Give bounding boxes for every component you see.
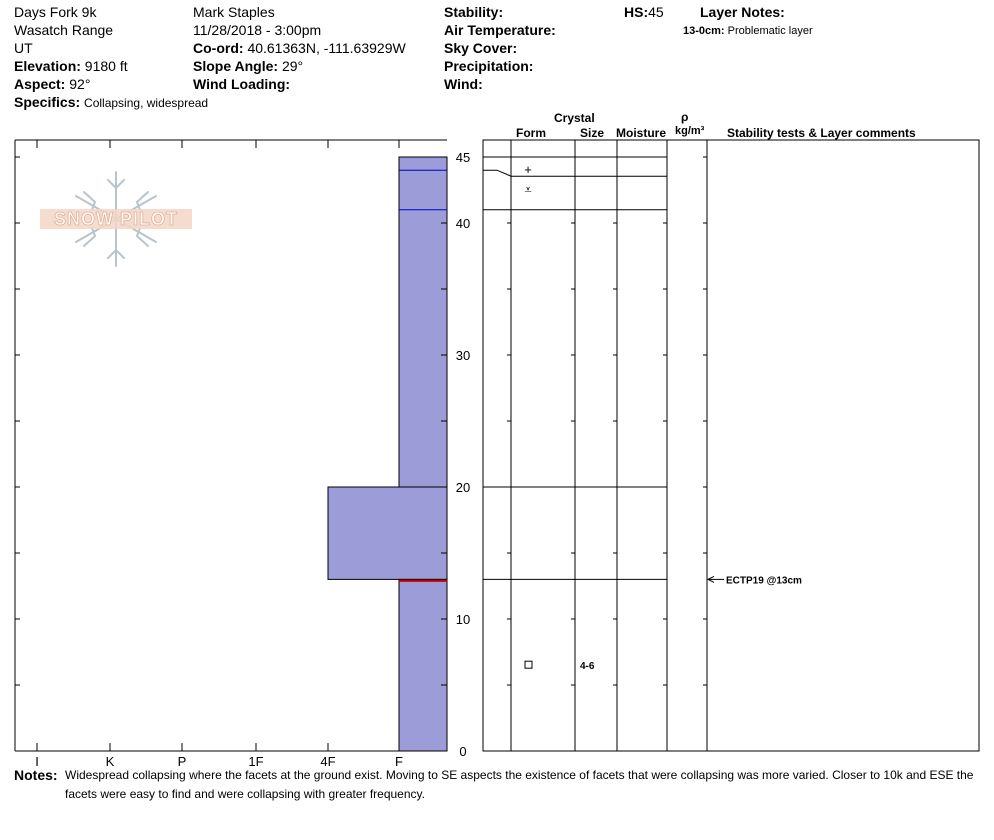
hardness-label-4: 4F [320,754,335,769]
hardness-label-5: F [395,754,403,769]
hardness-layer-0 [398,156,448,488]
crystal-form-1: ⩡ [524,182,531,197]
coordinates: Co-ord: 40.61363N, -111.63929W [193,40,406,56]
elevation: Elevation: 9180 ft [14,58,128,74]
slope-angle: Slope Angle: 29° [193,58,304,74]
observer-name: Mark Staples [193,4,275,20]
observation-datetime: 11/28/2018 - 3:00pm [193,22,322,38]
crystal-size-2: 4-6 [580,661,595,672]
state: UT [14,40,33,56]
moisture-header: Moisture [616,126,667,140]
hardness-layer-1 [327,486,448,580]
precipitation-label: Precipitation: [444,58,534,74]
crystal-header: Crystal [554,111,595,125]
hardness-label-3: 1F [248,754,263,769]
aspect: Aspect: 92° [14,76,91,92]
hardness-layer-2 [398,578,448,752]
sky-cover-label: Sky Cover: [444,40,518,56]
density-symbol: ρ [681,110,689,124]
specifics: Specifics: Collapsing, widespread [14,94,209,110]
stability-label: Stability: [444,4,504,20]
notes: Notes: Widespread collapsing where the f… [14,766,990,801]
size-header: Size [580,126,605,140]
hardness-label-0: I [35,754,39,769]
mountain-range: Wasatch Range [14,22,114,38]
density-unit: kg/m³ [675,125,705,137]
hardness-label-1: K [106,754,115,769]
wind-loading: Wind Loading: [193,76,291,92]
depth-label-30: 30 [456,348,470,363]
depth-label-10: 10 [456,612,470,627]
hardness-label-2: P [178,754,187,769]
wind-label: Wind: [444,76,483,92]
layer-note: 13-0cm: Problematic layer [683,25,813,37]
test-arrow-head-0 [706,575,715,583]
air-temperature-label: Air Temperature: [444,22,556,38]
snow-height: HS:45 [624,4,664,20]
location-name: Days Fork 9k [14,4,97,20]
depth-label-0: 0 [459,744,466,759]
svg-text:SNOW PILOT: SNOW PILOT [54,209,178,229]
snowpilot-logo: SNOW PILOT [40,171,192,267]
depth-label-45: 45 [456,150,470,165]
snow-profile-chart: SNOW PILOT I K P 1F 4F F 0 10 20 30 40 45 + ⩡ 4-6 ECTP… [14,139,980,769]
stability-tests-header: Stability tests & Layer comments [727,126,916,140]
notes-label: Notes: [14,767,58,783]
layer-table-frame [482,139,980,752]
crystal-form-0: + [524,162,532,177]
stability-test-0: ECTP19 @13cm [726,575,802,586]
depth-label-20: 20 [456,480,470,495]
crystal-form-2 [524,660,533,669]
notes-text: Widespread collapsing where the facets a… [65,768,974,801]
table-boundary-1 [483,169,667,177]
form-header: Form [516,126,546,140]
depth-label-40: 40 [456,216,470,231]
layer-notes-label: Layer Notes: [700,4,785,20]
